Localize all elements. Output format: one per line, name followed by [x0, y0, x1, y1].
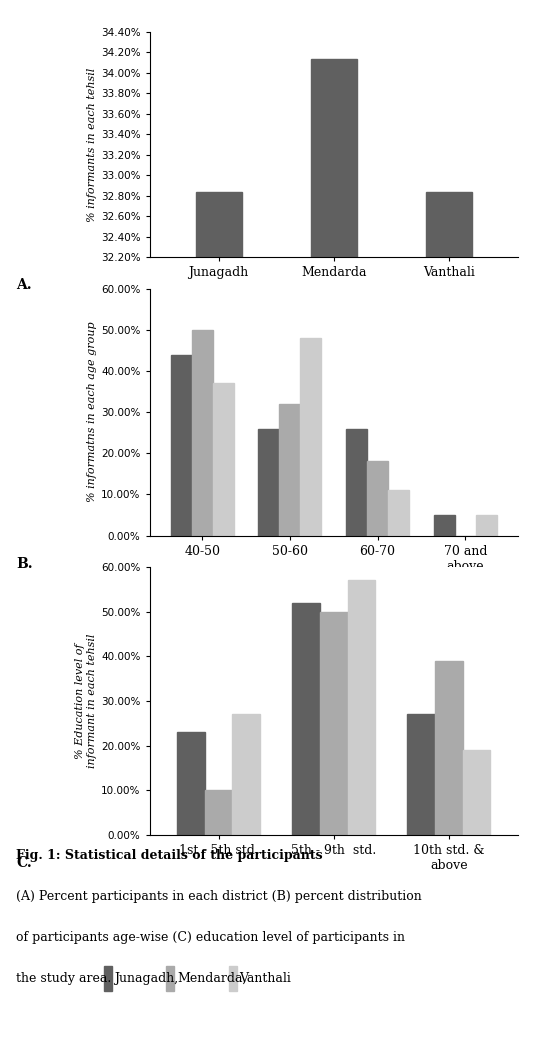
Bar — [426, 191, 472, 257]
Text: the study area.: the study area. — [16, 972, 111, 985]
X-axis label: age group: age group — [294, 579, 373, 592]
Bar — [388, 490, 409, 536]
Bar — [407, 714, 435, 835]
Bar — [462, 750, 490, 835]
Bar — [195, 191, 242, 257]
Text: Mendarda,: Mendarda, — [177, 972, 246, 985]
Text: A.: A. — [16, 278, 32, 292]
FancyBboxPatch shape — [167, 966, 175, 990]
Y-axis label: % Education level of
informant in each tehsil: % Education level of informant in each t… — [75, 634, 97, 768]
Bar — [435, 660, 462, 835]
Bar — [192, 330, 213, 536]
Bar — [301, 338, 321, 536]
Bar — [292, 603, 320, 835]
Text: (A) Percent participants in each district (B) percent distribution: (A) Percent participants in each distric… — [16, 890, 421, 903]
Text: Junagadh,: Junagadh, — [114, 972, 178, 985]
Bar — [346, 428, 367, 536]
FancyBboxPatch shape — [104, 966, 112, 990]
Y-axis label: % informatns in each age group: % informatns in each age group — [87, 321, 97, 503]
Bar — [213, 383, 234, 536]
Bar — [476, 514, 497, 536]
FancyBboxPatch shape — [229, 966, 237, 990]
Bar — [279, 404, 301, 536]
Bar — [258, 428, 279, 536]
Bar — [348, 581, 375, 835]
Text: of participants age-wise (C) education level of participants in: of participants age-wise (C) education l… — [16, 931, 405, 944]
Text: Vanthali: Vanthali — [240, 972, 292, 985]
Bar — [367, 462, 388, 536]
Bar — [170, 355, 192, 536]
Bar — [205, 790, 232, 835]
Bar — [232, 714, 260, 835]
Text: C.: C. — [16, 856, 32, 869]
Bar — [320, 611, 348, 835]
Text: Fig. 1: Statistical details of the participants: Fig. 1: Statistical details of the parti… — [16, 849, 323, 862]
Bar — [177, 732, 205, 835]
Bar — [434, 514, 455, 536]
Text: B.: B. — [16, 556, 33, 570]
Y-axis label: % informants in each tehsil: % informants in each tehsil — [87, 67, 97, 222]
Bar — [311, 59, 357, 257]
